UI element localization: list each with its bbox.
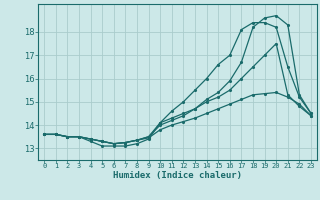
X-axis label: Humidex (Indice chaleur): Humidex (Indice chaleur) xyxy=(113,171,242,180)
